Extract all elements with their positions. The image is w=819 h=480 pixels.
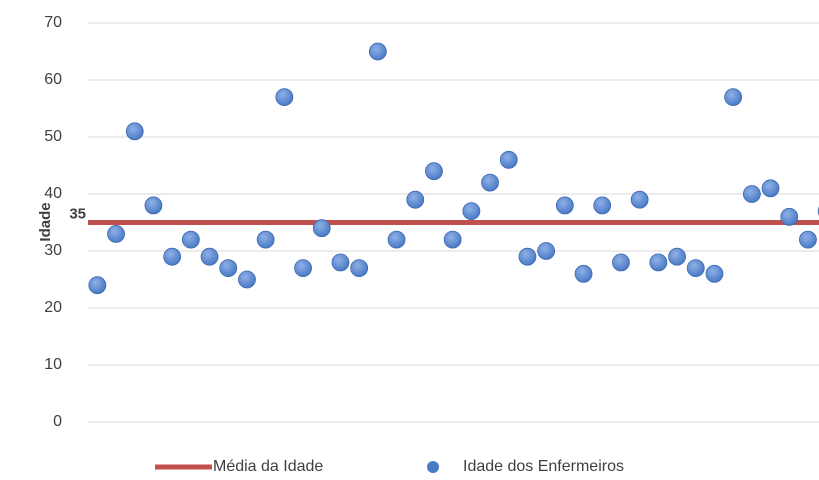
y-tick-label: 30 [44, 242, 62, 259]
point [761, 179, 780, 198]
point [724, 88, 743, 106]
point [593, 196, 612, 215]
point [219, 259, 238, 278]
mean-label: 35 [69, 205, 86, 222]
point [780, 207, 799, 226]
point [312, 219, 331, 238]
point [331, 253, 350, 272]
y-tick-label: 70 [44, 14, 62, 31]
point [181, 230, 200, 249]
point [425, 162, 443, 181]
point [686, 259, 705, 278]
point [443, 230, 462, 249]
legend-label: Idade dos Enfermeiros [463, 458, 624, 475]
point [574, 264, 593, 283]
legend-swatch [427, 461, 439, 473]
y-tick-label: 10 [44, 356, 62, 373]
point [499, 150, 518, 169]
point [125, 122, 144, 141]
y-tick-label: 50 [44, 128, 62, 145]
point [742, 185, 761, 203]
point [649, 253, 668, 272]
point [518, 247, 537, 266]
point [406, 190, 425, 209]
y-tick-label: 0 [53, 413, 62, 430]
point [294, 259, 312, 278]
point [668, 247, 686, 266]
point [256, 230, 275, 249]
point [462, 202, 481, 221]
point [555, 196, 574, 215]
legend-label: Média da Idade [213, 458, 323, 475]
point [238, 270, 256, 289]
point [799, 230, 817, 249]
point [88, 276, 107, 295]
point [200, 247, 219, 266]
y-axis-label: Idade [37, 202, 54, 241]
point [350, 259, 369, 278]
point [107, 224, 125, 243]
point [275, 88, 294, 106]
point [612, 253, 630, 272]
point [481, 173, 499, 192]
point [368, 42, 387, 61]
point [705, 264, 724, 283]
y-tick-label: 60 [44, 71, 62, 88]
point [163, 247, 182, 266]
y-tick-label: 20 [44, 299, 62, 316]
point [630, 190, 649, 209]
point [537, 242, 556, 260]
y-tick-label: 40 [44, 185, 62, 202]
point [387, 230, 406, 249]
point [144, 196, 163, 215]
